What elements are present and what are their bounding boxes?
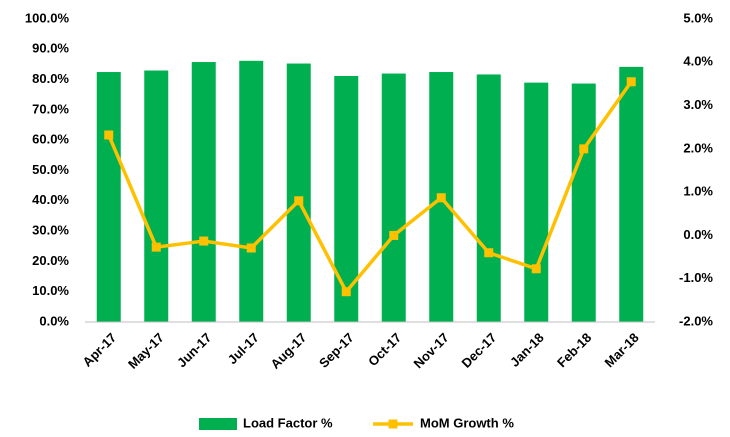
x-tick-label: Dec-17 (459, 330, 500, 371)
y-tick-label: 40.0% (32, 192, 69, 207)
x-tick-label: Nov-17 (411, 330, 452, 371)
y-tick-label: 90.0% (32, 41, 69, 56)
bar (96, 72, 121, 323)
bar (286, 63, 311, 322)
legend-label: Load Factor % (243, 415, 333, 430)
x-tick-label: Mar-18 (602, 330, 642, 370)
bar (571, 83, 596, 322)
x-tick-label: Apr-17 (80, 330, 120, 370)
line (107, 80, 633, 294)
y2-tick-label: -2.0% (679, 313, 713, 328)
bar (619, 66, 644, 323)
marker (579, 144, 589, 154)
marker (389, 230, 399, 240)
marker (246, 243, 256, 253)
y-tick-label: 100.0% (25, 10, 70, 25)
marker (199, 236, 209, 246)
y-tick-label: 10.0% (32, 283, 69, 298)
marker (436, 193, 446, 203)
y-tick-label: 80.0% (32, 71, 69, 86)
y-tick-label: 70.0% (32, 101, 69, 116)
y2-tick-label: 0.0% (683, 227, 713, 242)
y-tick-label: 60.0% (32, 132, 69, 147)
legend-swatch (199, 418, 237, 430)
bar (381, 73, 406, 322)
legend-label: MoM Growth % (420, 415, 514, 430)
x-tick-label: Jul-17 (225, 330, 262, 367)
y-tick-label: 30.0% (32, 223, 69, 238)
marker (294, 196, 304, 206)
bar (239, 60, 264, 323)
marker (626, 77, 636, 87)
y2-tick-label: -1.0% (679, 270, 713, 285)
x-tick-label: Feb-18 (554, 330, 594, 370)
bar (476, 74, 501, 322)
y2-tick-label: 1.0% (683, 184, 713, 199)
y2-tick-label: 2.0% (683, 140, 713, 155)
y2-tick-label: 4.0% (683, 54, 713, 69)
bar (524, 82, 549, 322)
x-tick-label: Oct-17 (365, 330, 404, 369)
legend-swatch (388, 419, 398, 429)
y2-tick-label: 5.0% (683, 10, 713, 25)
x-tick-label: Aug-17 (268, 330, 310, 372)
bar (191, 62, 216, 322)
x-tick-label: Sep-17 (316, 330, 357, 371)
x-tick-label: Jan-18 (507, 330, 547, 370)
marker (531, 264, 541, 274)
y-tick-label: 0.0% (39, 313, 69, 328)
marker (484, 248, 494, 258)
bar (334, 75, 359, 323)
marker (341, 287, 351, 297)
x-tick-label: May-17 (125, 330, 167, 372)
marker (104, 130, 114, 140)
x-tick-label: Jun-17 (174, 330, 214, 370)
y2-tick-label: 3.0% (683, 97, 713, 112)
marker (151, 242, 161, 252)
bar (144, 70, 169, 322)
y-tick-label: 50.0% (32, 162, 69, 177)
y-tick-label: 20.0% (32, 253, 69, 268)
